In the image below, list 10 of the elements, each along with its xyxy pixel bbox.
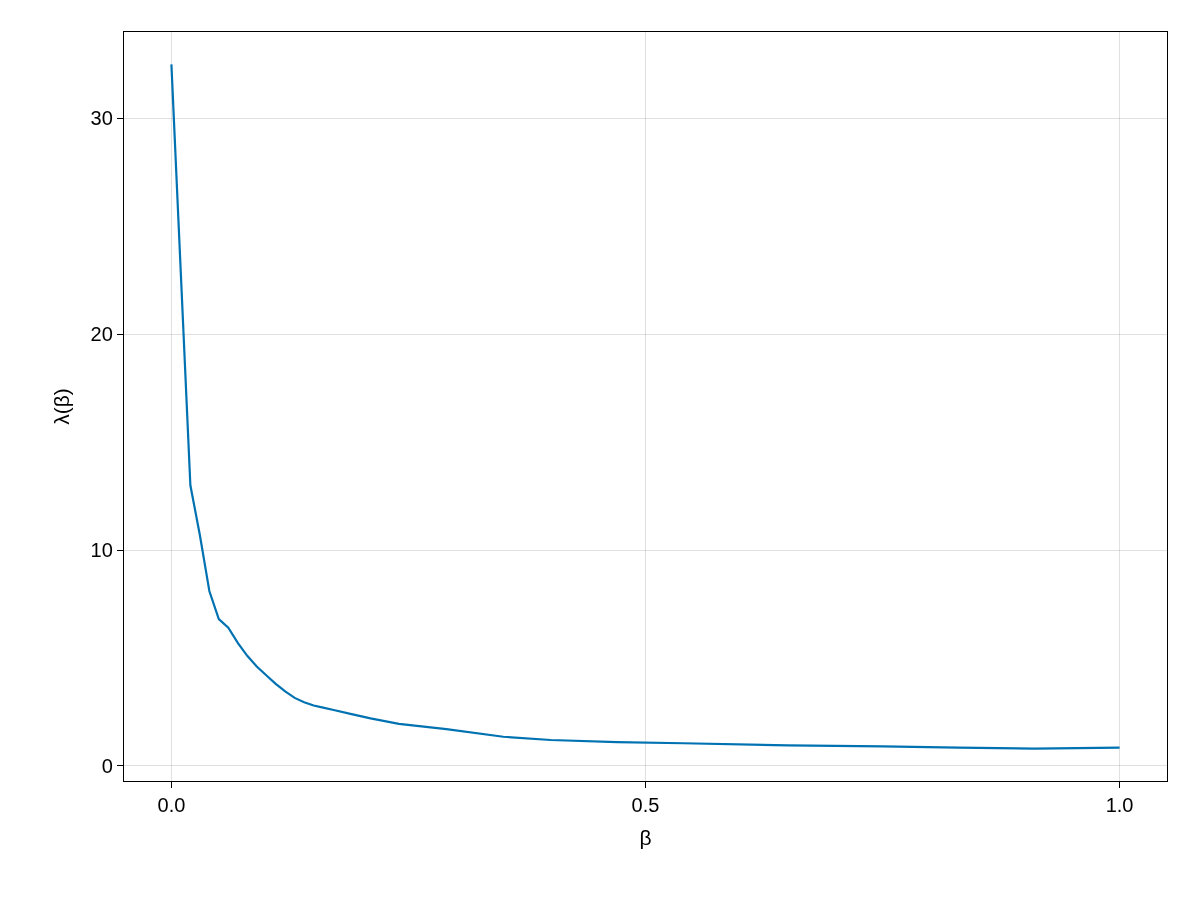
y-tick-label: 0 [101,754,113,777]
x-axis-title: β [639,826,652,850]
x-tick-label: 0.0 [157,794,186,817]
x-tick-label: 1.0 [1105,794,1134,817]
line-series [170,63,1121,750]
y-tick-label: 30 [90,107,113,130]
x-tick-label: 0.5 [631,794,660,817]
y-tick-label: 20 [90,323,113,346]
y-axis-title: λ(β) [49,388,73,425]
y-tick-label: 10 [90,539,113,562]
